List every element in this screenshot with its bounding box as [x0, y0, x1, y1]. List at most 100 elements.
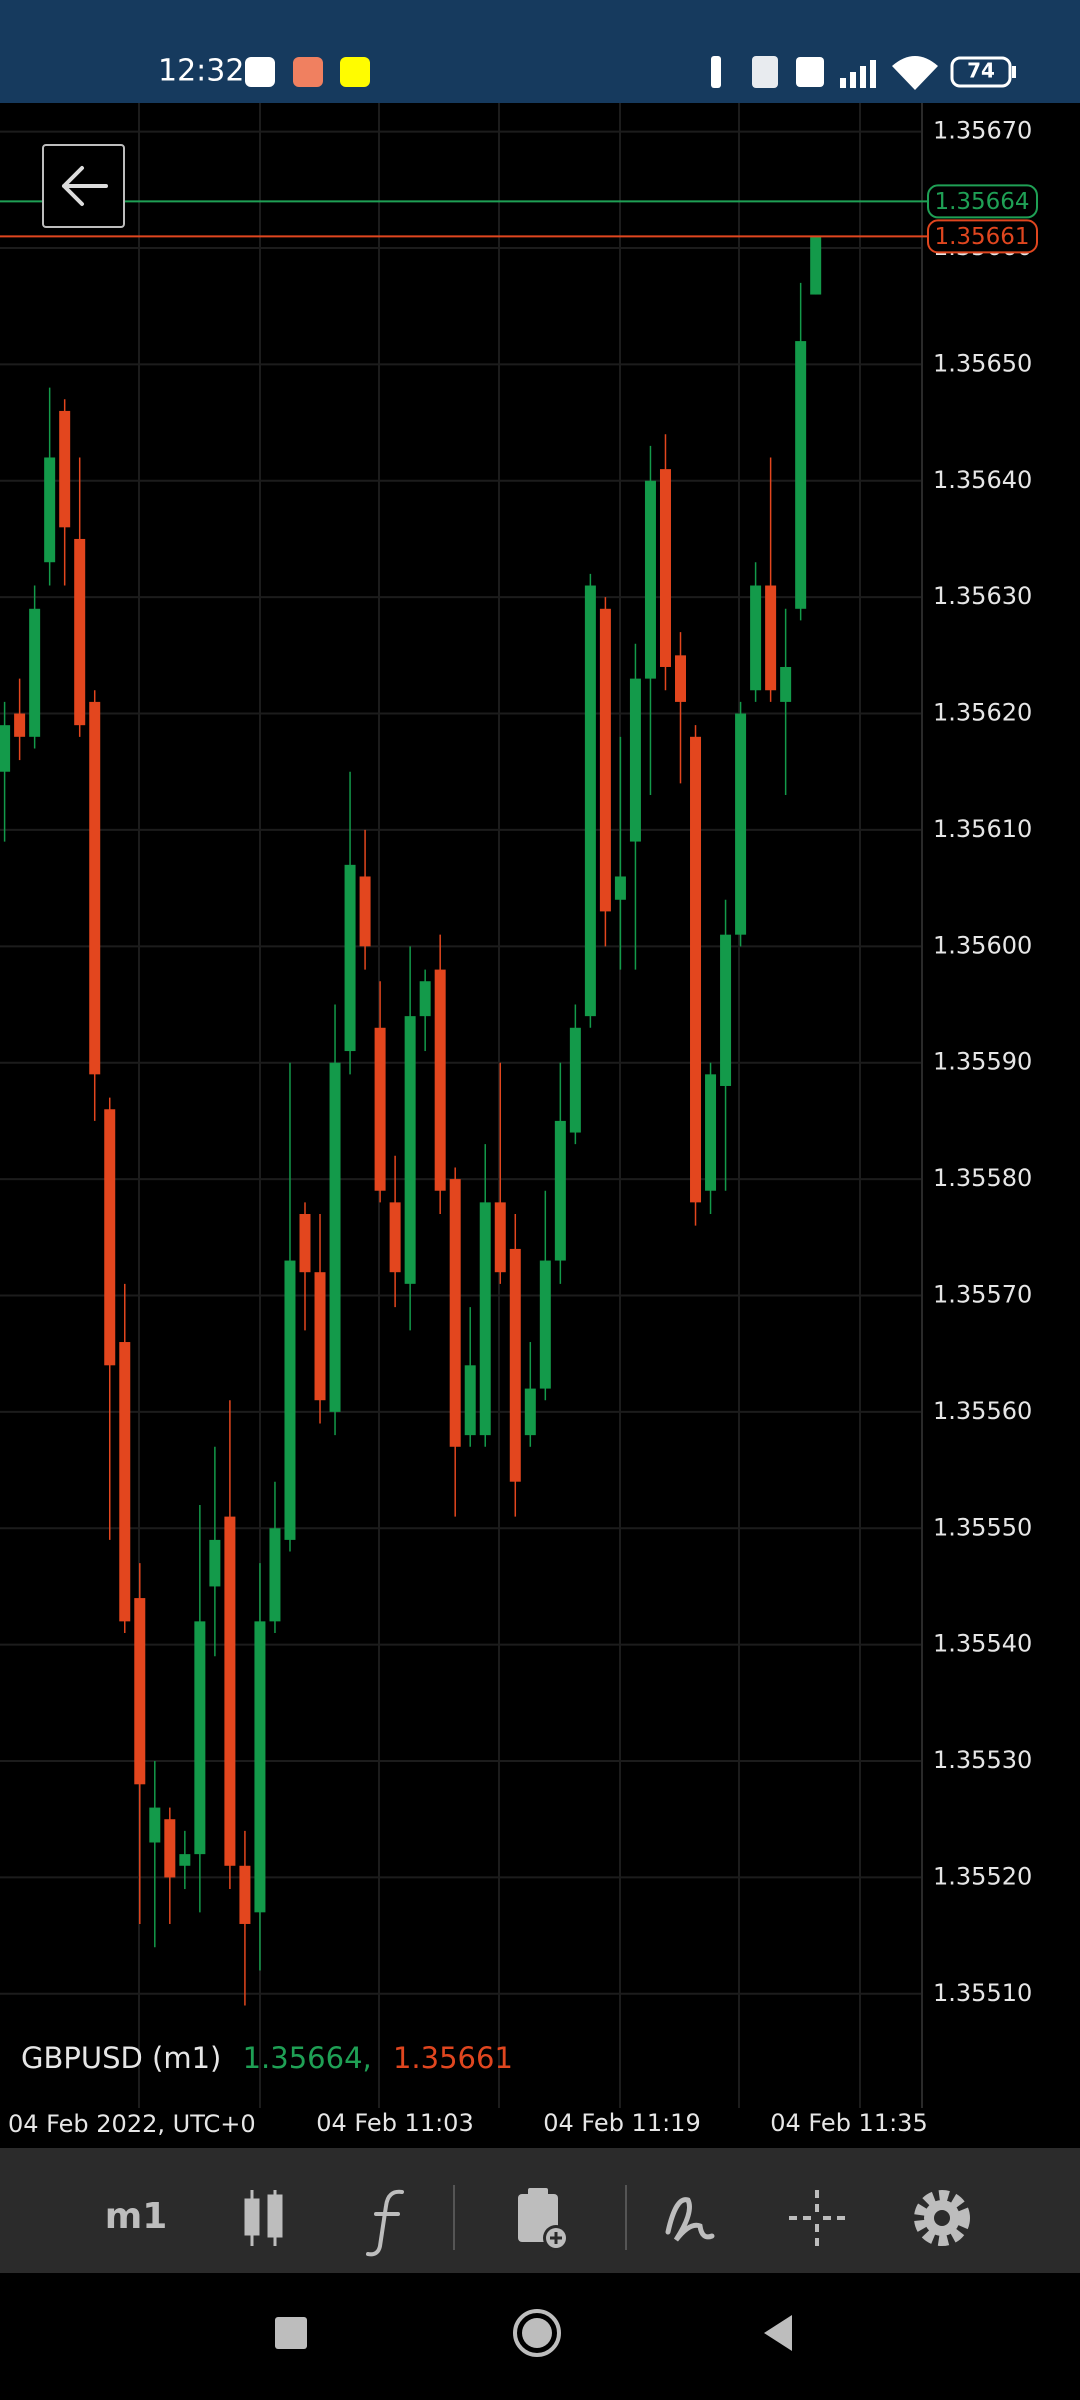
candle-body — [614, 876, 626, 900]
home-button[interactable] — [513, 2309, 561, 2357]
y-tick-label: 1.35640 — [933, 466, 1032, 494]
candles — [0, 236, 822, 2006]
candle-body — [584, 585, 596, 1017]
candle-body — [449, 1179, 461, 1447]
candle-body — [224, 1516, 236, 1866]
settings-button[interactable] — [914, 2190, 970, 2246]
candle-body — [119, 1342, 131, 1622]
candle-body — [629, 678, 641, 842]
legend: GBPUSD (m1) 1.35664, 1.35661 — [21, 2041, 513, 2075]
candle-body — [59, 410, 71, 528]
symbol: GBPUSD (m1) — [21, 2041, 221, 2075]
candle-body — [675, 655, 686, 702]
candle-body — [134, 1598, 146, 1785]
indicators-button[interactable] — [366, 2189, 404, 2257]
candle-body — [599, 608, 611, 912]
y-tick-label: 1.35560 — [933, 1397, 1032, 1425]
y-tick-label: 1.35550 — [933, 1513, 1032, 1541]
y-tick-label: 1.35520 — [933, 1862, 1032, 1890]
drawing-button[interactable] — [665, 2197, 715, 2242]
back-button[interactable] — [42, 144, 125, 228]
candle-body — [464, 1365, 476, 1436]
candle-body — [690, 736, 702, 1203]
candle-body — [509, 1248, 521, 1482]
y-tick-label: 1.35670 — [933, 117, 1032, 145]
candle-body — [194, 1621, 206, 1855]
candle-body — [554, 1120, 566, 1261]
y-tick-label: 1.35620 — [933, 699, 1032, 727]
candle-body — [179, 1854, 191, 1866]
x-label: 04 Feb 11:35 — [770, 2109, 927, 2137]
candle-body — [14, 713, 26, 737]
y-tick-label: 1.35570 — [933, 1280, 1032, 1308]
chart-type-button[interactable] — [244, 2190, 283, 2246]
candle-body — [284, 1260, 296, 1540]
candle-body — [239, 1865, 251, 1924]
x-label: 04 Feb 11:19 — [543, 2109, 700, 2137]
crosshair-button[interactable] — [789, 2190, 845, 2246]
timeframe-button[interactable]: m1 — [105, 2196, 168, 2237]
y-tick-label: 1.35580 — [933, 1164, 1032, 1192]
clock: 12:32 — [158, 54, 244, 89]
candle-body — [419, 981, 431, 1017]
recents-button[interactable] — [275, 2317, 307, 2349]
candle-body — [735, 713, 747, 935]
candle-body — [104, 1109, 116, 1366]
candle-body — [329, 1062, 341, 1412]
notification-icons — [245, 57, 370, 87]
y-tick-label: 1.35540 — [933, 1630, 1032, 1658]
separator: , — [363, 2041, 372, 2075]
ask-tag — [927, 184, 1038, 219]
price-lines: 1.35664 1.35661 — [0, 184, 1038, 254]
system-icons — [711, 56, 1016, 90]
candle-body — [74, 538, 86, 726]
y-tick-label: 1.35650 — [933, 349, 1032, 377]
bid-tag — [927, 219, 1038, 254]
candle-body — [434, 969, 446, 1191]
candle-body — [164, 1819, 176, 1878]
candle-body — [209, 1539, 221, 1587]
candle-body — [89, 701, 101, 1075]
candle-body — [44, 457, 56, 563]
ask-tag-label: 1.35664 — [934, 189, 1029, 215]
candle-body — [374, 1027, 386, 1191]
orders-button[interactable] — [518, 2188, 569, 2251]
candle-body — [314, 1272, 326, 1401]
candle-body — [299, 1214, 311, 1273]
y-tick-label: 1.35600 — [933, 931, 1032, 959]
y-tick-label: 1.35610 — [933, 815, 1032, 843]
candle-body — [389, 1202, 401, 1273]
candle-body — [494, 1202, 506, 1273]
candle-body — [569, 1027, 581, 1133]
candle-body — [795, 341, 807, 609]
y-tick-label: 1.35530 — [933, 1746, 1032, 1774]
ask-value: 1.35664 — [243, 2041, 363, 2075]
candle-body — [0, 725, 11, 772]
y-tick-label: 1.35630 — [933, 582, 1032, 610]
y-tick-label: 1.35590 — [933, 1048, 1032, 1076]
candle-body — [644, 480, 656, 679]
candle-body — [750, 585, 762, 691]
candle-body — [659, 469, 671, 667]
candle-body — [254, 1621, 266, 1913]
bid-tag-label: 1.35661 — [934, 224, 1029, 250]
candle-body — [765, 585, 777, 691]
candle-body — [524, 1388, 536, 1436]
x-label: 04 Feb 11:03 — [316, 2109, 473, 2137]
candle-body — [359, 876, 371, 947]
battery-level: 74 — [967, 59, 995, 83]
candle-body — [344, 864, 356, 1052]
candle-body — [29, 608, 41, 737]
back-nav-button[interactable] — [764, 2315, 792, 2351]
candle-body — [810, 236, 822, 295]
candle-body — [539, 1260, 551, 1389]
candle-body — [479, 1202, 491, 1436]
y-tick-label: 1.35510 — [933, 1979, 1032, 2007]
candle-body — [780, 666, 792, 702]
candle-body — [404, 1016, 416, 1284]
bid-value: 1.35661 — [393, 2041, 513, 2075]
candle-body — [720, 934, 732, 1086]
x-label: 04 Feb 2022, UTC+0 — [8, 2110, 256, 2138]
